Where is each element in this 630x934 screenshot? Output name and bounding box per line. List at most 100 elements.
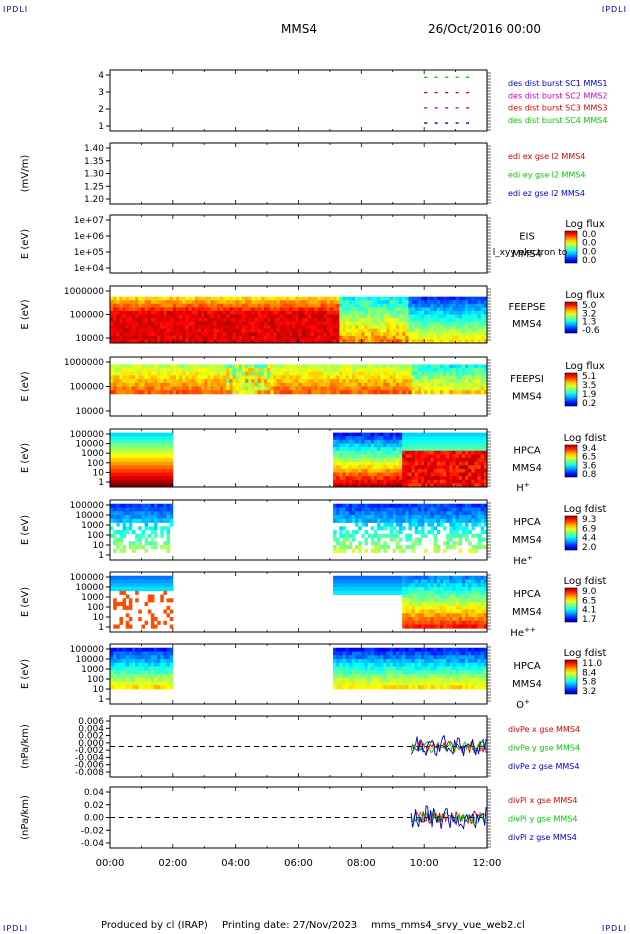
spectrogram-cell (417, 296, 422, 301)
spectrogram-cell (153, 468, 158, 473)
spectrogram-cell (323, 325, 328, 330)
spectrogram-cell (458, 522, 463, 527)
spectrogram-cell (179, 332, 183, 337)
spectrogram-cell (279, 332, 284, 337)
spectrogram-cell (292, 390, 296, 395)
spectrogram-cell (336, 450, 340, 455)
spectrogram-cell (430, 503, 434, 508)
spectrogram-cell (166, 613, 171, 618)
spectrogram-cell (342, 332, 347, 337)
spectrogram-cell (377, 375, 381, 380)
spectrogram-cell (135, 458, 139, 463)
spectrogram-cell (150, 507, 155, 512)
spectrogram-cell (402, 390, 406, 395)
spectrogram-cell (210, 332, 215, 337)
spectrogram-cell (339, 364, 343, 369)
spectrogram-cell (471, 303, 475, 308)
spectrogram-cell (342, 328, 347, 333)
spectrogram-cell (276, 375, 281, 380)
spectrogram-cell (163, 432, 167, 437)
spectrogram-cell (201, 321, 205, 326)
spectrogram-cell (361, 479, 365, 484)
spectrogram-cell (326, 371, 331, 376)
spectrogram-cell (285, 321, 290, 326)
spectrogram-cell (166, 458, 171, 463)
spectrogram-cell (241, 300, 246, 305)
spectrogram-cell (355, 575, 359, 580)
spectrogram-cell (216, 328, 221, 333)
spectrogram-cell (160, 503, 164, 508)
spectrogram-cell (471, 522, 475, 527)
spectrogram-cell (223, 375, 227, 380)
spectrogram-cell (292, 364, 296, 369)
spectrogram-cell (458, 382, 463, 387)
spectrogram-cell (455, 439, 460, 444)
spectrogram-cell (389, 587, 394, 592)
spectrogram-cell (339, 530, 343, 535)
spectrogram-cell (439, 479, 444, 484)
spectrogram-cell (370, 321, 375, 326)
spectrogram-cell (364, 522, 369, 527)
spectrogram-cell (251, 296, 255, 301)
spectrogram-cell (110, 472, 114, 477)
spectrogram-cell (364, 364, 369, 369)
spectrogram-cell (355, 579, 359, 584)
spectrogram-cell (468, 364, 472, 369)
spectrogram-cell (160, 364, 164, 369)
spectrogram-cell (113, 335, 117, 340)
spectrogram-cell (405, 483, 409, 488)
spectrogram-cell (458, 454, 463, 459)
spectrogram-cell (458, 465, 463, 470)
spectrogram-cell (166, 310, 171, 315)
spectrogram-cell (443, 318, 447, 323)
burst-mark (434, 107, 438, 109)
spectrogram-cell (377, 443, 381, 448)
spectrogram-cell (257, 364, 262, 369)
spectrogram-cell (336, 300, 340, 305)
spectrogram-cell (329, 390, 334, 395)
spectrogram-cell (471, 332, 475, 337)
spectrogram-cell (157, 450, 161, 455)
spectrogram-cell (122, 296, 127, 301)
spectrogram-cell (122, 303, 127, 308)
spectrogram-cell (113, 303, 117, 308)
spectrogram-cell (355, 436, 359, 441)
spectrogram-cell (436, 303, 441, 308)
spectrogram-cell (122, 300, 127, 305)
spectrogram-cell (392, 339, 397, 344)
spectrogram-cell (436, 507, 441, 512)
spectrogram-cell (131, 507, 136, 512)
spectrogram-cell (301, 300, 306, 305)
colorbar-tick-label: 9.4 (582, 444, 597, 454)
spectrogram-cell (179, 375, 183, 380)
spectrogram-cell (320, 390, 325, 395)
spectrogram-cell (141, 545, 145, 550)
spectrogram-cell (370, 318, 375, 323)
spectrogram-cell (345, 307, 350, 312)
spectrogram-cell (197, 303, 202, 308)
spectrogram-cell (163, 518, 167, 523)
spectrogram-cell (122, 483, 127, 488)
spectrogram-cell (414, 609, 419, 614)
spectrogram-cell (210, 318, 215, 323)
spectrogram-cell (160, 472, 164, 477)
spectrogram-cell (339, 454, 343, 459)
spectrogram-cell (179, 382, 183, 387)
spectrogram-cell (455, 483, 460, 488)
spectrogram-cell (172, 310, 177, 315)
spectrogram-cell (166, 575, 171, 580)
spectrogram-cell (443, 310, 447, 315)
spectrogram-cell (386, 522, 391, 527)
spectrogram-cell (150, 447, 155, 452)
spectrogram-cell (411, 479, 416, 484)
spectrogram-cell (163, 579, 167, 584)
spectrogram-cell (458, 511, 463, 516)
spectrogram-cell (219, 321, 224, 326)
spectrogram-cell (461, 310, 466, 315)
spectrogram-cell (455, 307, 460, 312)
spectrogram-cell (364, 587, 369, 592)
spectrogram-cell (342, 583, 347, 588)
spectrogram-cell (160, 579, 164, 584)
spectrogram-cell (128, 598, 133, 603)
spectrogram-cell (358, 450, 362, 455)
